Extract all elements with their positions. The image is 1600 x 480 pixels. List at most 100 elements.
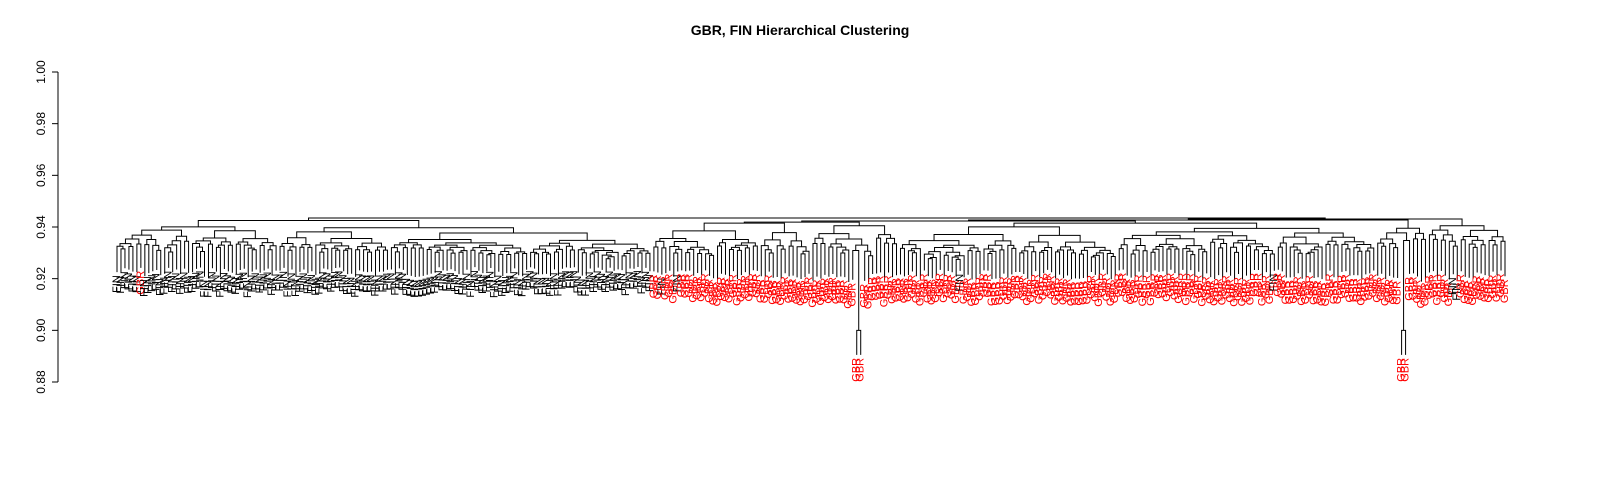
leaf-label: GBR [1348,278,1360,302]
y-tick-label: 0.88 [34,370,48,394]
leaf-label: GBR [692,276,704,300]
leaf-label: FIN [397,273,409,291]
leaf-label: GBR [890,278,902,302]
dendrogram-link [835,238,863,246]
leaf-label: GBR [1189,279,1201,303]
leaf-label: GBR [1014,275,1026,299]
leaf-label: GBR [962,278,974,302]
leaf-label: GBR [1487,275,1499,299]
leaf-label: FIN [310,278,322,296]
leaf-label: FIN [393,271,405,289]
leaf-label: FIN [501,276,513,294]
dendrogram-link [331,247,339,272]
dendrogram-link [1142,250,1148,280]
dendrogram-link [728,249,734,277]
dendrogram-link [1293,249,1301,277]
dendrogram-link [1261,253,1267,280]
leaf-label: GBR [1423,275,1435,299]
dendrogram-link [1356,243,1372,248]
leaf-label: GBR [1304,275,1316,299]
dendrogram-link [1428,234,1436,273]
leaf-label: GBR [1388,281,1400,305]
dendrogram-link [330,237,373,244]
leaf-label: GBR [1455,274,1467,298]
leaf-label: GBR [703,279,715,303]
leaf-label: FIN [954,274,966,292]
leaf-label: GBR [680,274,692,298]
dendrogram-link [168,251,174,273]
leaf-label: FIN [445,272,457,290]
leaf-label: GBR [942,274,954,298]
dendrogram-link [128,246,134,272]
dendrogram-link [1092,254,1100,280]
dendrogram-link [1155,231,1233,236]
dendrogram-link [1491,236,1504,242]
leaf-label: FIN [139,279,151,297]
leaf-label: GBR [1197,283,1209,307]
dendrogram-link [830,243,842,248]
dendrogram-link [929,256,937,276]
dendrogram-link [1448,240,1456,280]
dendrogram-link [1297,252,1303,279]
leaf-label: FIN [210,275,222,293]
leaf-label: GBR [1336,275,1348,299]
dendrogram-link [506,254,512,274]
leaf-label: GBR [1161,278,1173,302]
leaf-label: FIN [481,275,493,293]
dendrogram-link [1041,250,1049,270]
dendrogram-link [999,249,1005,279]
dendrogram-link [120,248,126,273]
leaf-label: GBR [696,278,708,302]
leaf-label: GBR [1073,282,1085,306]
dendrogram-link [983,248,994,271]
dendrogram-link [1269,253,1275,278]
leaf-label: FIN [262,272,274,290]
dendrogram-link [1007,244,1015,278]
dendrogram-link [709,254,715,279]
leaf-label: GBR [918,274,930,298]
leaf-label: FIN [588,275,600,293]
leaf-label: FIN [521,273,533,291]
dendrogram-link [478,252,484,274]
dendrogram-link [124,238,140,245]
leaf-label: FIN [469,270,481,288]
dendrogram-link [470,249,476,277]
leaf-label: FIN [473,274,485,292]
dendrogram-link [1185,245,1203,250]
leaf-label: GBR [719,278,731,302]
leaf-label: FIN [1447,277,1459,295]
leaf-label: GBR [990,282,1002,306]
dendrogram-link [1080,249,1088,278]
leaf-label: GBR [771,280,783,304]
dendrogram-link [382,249,388,272]
leaf-label: GBR [878,283,890,307]
leaf-label: GBR [743,278,755,302]
leaf-label: FIN [182,276,194,294]
dendrogram-link [164,247,172,274]
dendrogram-link [410,247,416,278]
leaf-label: GBR [946,275,958,299]
dendrogram-link [408,238,472,243]
dendrogram-link [200,250,205,277]
leaf-label: FIN [381,273,393,291]
dendrogram-link [458,251,464,275]
dendrogram-link [577,249,585,273]
dendrogram-link [565,245,573,268]
leaf-label: FIN [306,274,318,292]
dendrogram-link [969,247,979,252]
dendrogram-link [1480,244,1486,276]
leaf-label: FIN [640,271,652,289]
leaf-label: FIN [528,272,540,290]
leaf-label: GBR [1459,280,1471,304]
leaf-label: FIN [186,275,198,293]
leaf-label: GBR [1105,282,1117,306]
dendrogram-link [955,258,961,277]
leaf-label: FIN [485,271,497,289]
dendrogram-link [289,246,297,277]
dendrogram-link [621,255,627,276]
dendrogram-link [446,249,454,271]
leaf-label: GBR [982,274,994,298]
leaf-label: GBR [783,279,795,303]
leaf-label: FIN [517,279,529,297]
